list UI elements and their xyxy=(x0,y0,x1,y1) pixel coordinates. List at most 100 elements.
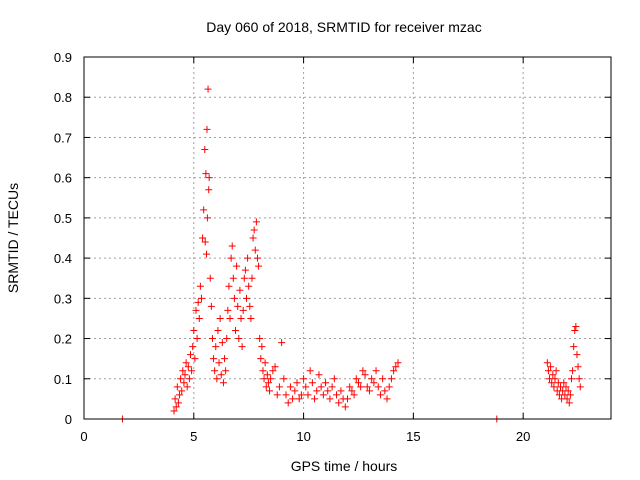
y-tick-labels: 0 0.1 0.2 0.3 0.4 0.5 0.6 0.7 0.8 0.9 xyxy=(54,50,72,427)
data-point xyxy=(306,367,314,375)
data-point xyxy=(201,146,209,154)
data-point xyxy=(236,286,244,294)
data-point xyxy=(376,391,384,399)
data-point xyxy=(575,375,583,383)
data-point xyxy=(228,242,236,250)
data-point xyxy=(195,314,203,322)
data-point xyxy=(242,294,250,302)
data-point xyxy=(219,379,227,387)
y-tick-label-8: 0.8 xyxy=(54,90,72,105)
data-point xyxy=(566,391,574,399)
data-point xyxy=(176,391,184,399)
data-point xyxy=(348,387,356,395)
data-point xyxy=(185,375,193,383)
data-point xyxy=(304,391,312,399)
data-point xyxy=(183,383,191,391)
data-point xyxy=(352,375,360,383)
data-point xyxy=(374,383,382,391)
data-point xyxy=(266,387,274,395)
data-point xyxy=(170,407,178,415)
data-point xyxy=(293,379,301,387)
data-point xyxy=(571,327,579,335)
data-point xyxy=(255,262,263,270)
data-point xyxy=(295,395,303,403)
data-point xyxy=(385,383,393,391)
data-point xyxy=(368,375,376,383)
data-point xyxy=(560,379,568,387)
data-point xyxy=(218,339,226,347)
y-tick-label-9: 0.9 xyxy=(54,50,72,65)
data-point xyxy=(181,371,189,379)
data-point xyxy=(256,335,264,343)
data-point xyxy=(229,274,237,282)
data-point xyxy=(569,367,577,375)
x-tick-label-2: 10 xyxy=(296,429,310,444)
data-point xyxy=(311,395,319,403)
data-point xyxy=(302,383,310,391)
data-point xyxy=(179,367,187,375)
data-point xyxy=(379,375,387,383)
data-point xyxy=(192,306,200,314)
data-point xyxy=(350,391,358,399)
data-point xyxy=(308,379,316,387)
data-point xyxy=(194,298,202,306)
data-point xyxy=(565,399,573,407)
data-point xyxy=(370,379,378,387)
data-point xyxy=(282,391,290,399)
data-point xyxy=(552,367,560,375)
data-point xyxy=(184,363,192,371)
data-point xyxy=(253,254,261,262)
data-point xyxy=(319,391,327,399)
data-point xyxy=(174,399,182,407)
data-point xyxy=(247,314,255,322)
data-point xyxy=(550,383,558,391)
data-points xyxy=(118,85,584,423)
data-point xyxy=(232,327,240,335)
data-point xyxy=(335,399,343,407)
data-point xyxy=(250,226,258,234)
data-point xyxy=(359,367,367,375)
y-tick-label-2: 0.2 xyxy=(54,332,72,347)
data-point xyxy=(260,375,268,383)
data-point xyxy=(572,322,580,330)
data-point xyxy=(203,125,211,133)
y-tick-label-3: 0.3 xyxy=(54,291,72,306)
data-point xyxy=(330,375,338,383)
data-point xyxy=(264,379,272,387)
data-point xyxy=(570,343,578,351)
data-point xyxy=(543,359,551,367)
data-point xyxy=(191,355,199,363)
data-point xyxy=(262,383,270,391)
data-point xyxy=(381,387,389,395)
x-tick-label-1: 5 xyxy=(190,429,197,444)
data-point xyxy=(257,355,265,363)
data-point xyxy=(326,395,334,403)
data-point xyxy=(275,383,283,391)
data-point xyxy=(284,399,292,407)
data-point xyxy=(216,314,224,322)
data-point xyxy=(238,343,246,351)
x-tick-label-0: 0 xyxy=(80,429,87,444)
data-point xyxy=(394,359,402,367)
data-point xyxy=(203,250,211,258)
data-point xyxy=(193,335,201,343)
data-point xyxy=(271,363,279,371)
data-point xyxy=(278,339,286,347)
data-point xyxy=(252,218,260,226)
data-point xyxy=(201,238,209,246)
data-point xyxy=(390,367,398,375)
data-point xyxy=(387,375,395,383)
data-point xyxy=(564,387,572,395)
data-point xyxy=(267,375,275,383)
data-point xyxy=(269,367,277,375)
data-point xyxy=(233,262,241,270)
data-point xyxy=(297,391,305,399)
data-point xyxy=(286,383,294,391)
data-point xyxy=(573,351,581,359)
data-point xyxy=(178,387,186,395)
data-point xyxy=(241,266,249,274)
data-point xyxy=(333,391,341,399)
data-point xyxy=(189,343,197,351)
data-point xyxy=(548,379,556,387)
